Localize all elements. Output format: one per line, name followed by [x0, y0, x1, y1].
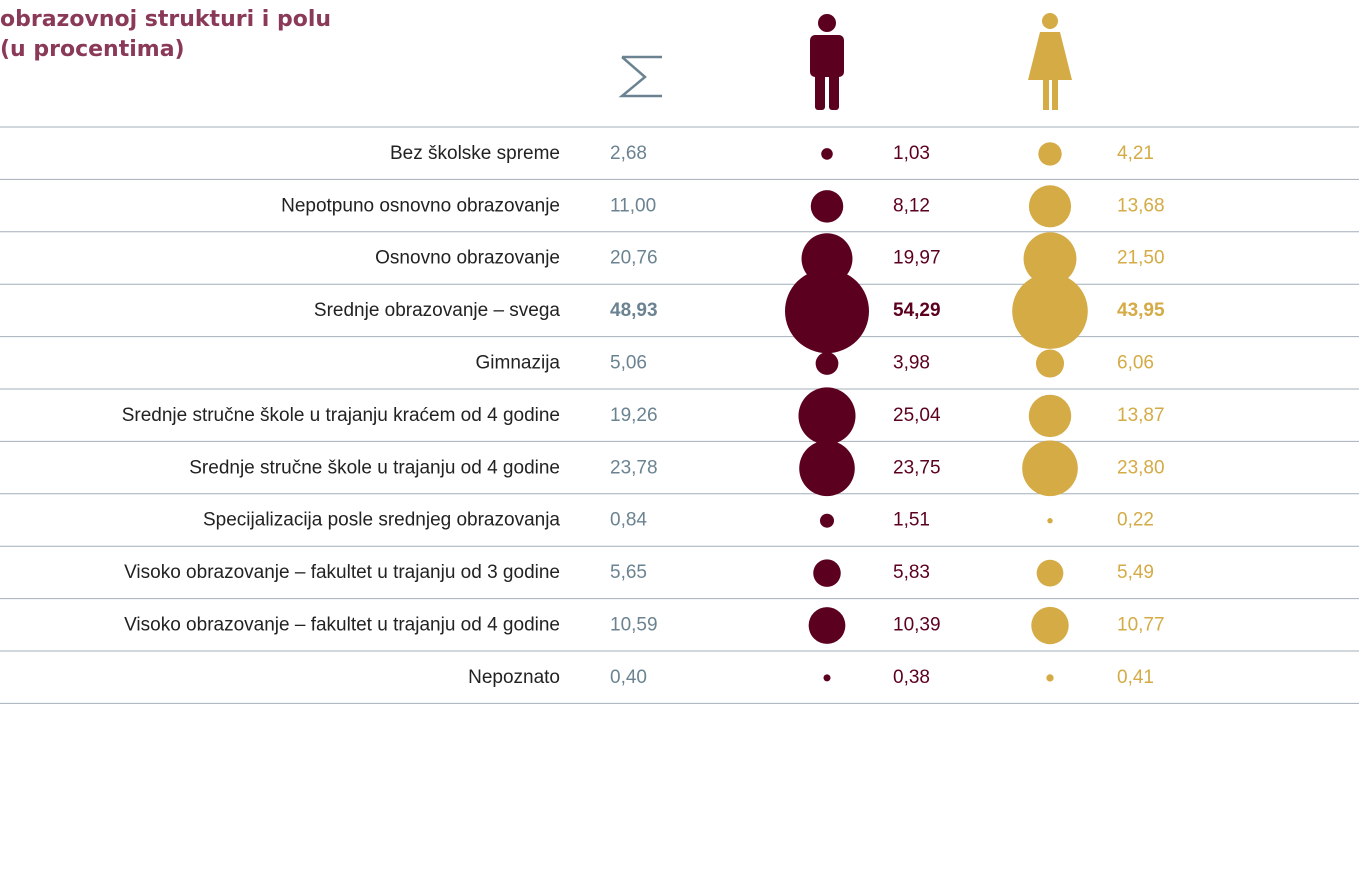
female-bubble [1047, 518, 1053, 524]
male-value: 0,38 [893, 667, 930, 688]
female-bubble [1038, 142, 1062, 166]
row-label: Srednje stručne škole u trajanju kraćem … [122, 405, 560, 426]
total-value: 10,59 [610, 615, 658, 636]
male-bubble [813, 559, 841, 587]
male-icon [810, 14, 844, 110]
female-bubble [1028, 394, 1072, 438]
male-value: 10,39 [893, 615, 941, 636]
male-value: 1,51 [893, 510, 930, 531]
row-label: Nepoznato [468, 667, 560, 688]
title-line: (u procentima) [0, 37, 185, 62]
female-value: 10,77 [1117, 615, 1165, 636]
female-bubble [1023, 232, 1077, 286]
row-label: Osnovno obrazovanje [375, 248, 560, 269]
female-value: 21,50 [1117, 248, 1165, 269]
female-value: 5,49 [1117, 562, 1154, 583]
male-value: 19,97 [893, 248, 941, 269]
female-value: 0,22 [1117, 510, 1154, 531]
total-value: 11,00 [610, 195, 656, 216]
female-bubble [1031, 606, 1069, 645]
male-bubble [808, 607, 846, 644]
total-value: 23,78 [610, 457, 658, 478]
total-value: 0,84 [610, 510, 647, 531]
male-value: 25,04 [893, 405, 941, 426]
female-value: 4,21 [1117, 143, 1154, 164]
male-value: 3,98 [893, 353, 930, 374]
male-bubble [815, 352, 839, 375]
female-value: 13,87 [1117, 405, 1165, 426]
row-label: Visoko obrazovanje – fakultet u trajanju… [124, 562, 560, 583]
total-value: 20,76 [610, 248, 658, 269]
male-value: 1,03 [893, 143, 930, 164]
female-value: 6,06 [1117, 353, 1154, 374]
female-value: 13,68 [1117, 195, 1165, 216]
total-value: 48,93 [610, 300, 658, 321]
row-label: Srednje stručne škole u trajanju od 4 go… [189, 457, 560, 478]
male-bubble [821, 148, 833, 160]
total-value: 19,26 [610, 405, 658, 426]
row-label: Specijalizacija posle srednjeg obrazovan… [203, 510, 560, 531]
row-label: Srednje obrazovanje – svega [314, 300, 561, 321]
female-bubble [1028, 185, 1072, 228]
total-value: 5,06 [610, 353, 647, 374]
male-value: 5,83 [893, 562, 930, 583]
female-value: 23,80 [1117, 457, 1165, 478]
male-value: 8,12 [893, 195, 930, 216]
male-bubble [798, 387, 856, 445]
female-bubble [1022, 440, 1078, 497]
female-bubble [1035, 349, 1065, 378]
male-bubble [799, 440, 855, 497]
female-bubble [1012, 273, 1088, 349]
male-bubble [823, 674, 831, 682]
row-label: Gimnazija [476, 353, 561, 374]
row-label: Visoko obrazovanje – fakultet u trajanju… [124, 615, 560, 636]
female-value: 43,95 [1117, 300, 1165, 321]
sigma-icon [618, 55, 662, 98]
title-line: obrazovnoj strukturi i polu [0, 7, 331, 32]
male-value: 54,29 [893, 300, 941, 321]
total-value: 5,65 [610, 562, 647, 583]
male-bubble [785, 269, 869, 354]
total-value: 0,40 [610, 667, 647, 688]
female-value: 0,41 [1117, 667, 1154, 688]
male-bubble [819, 513, 835, 528]
male-value: 23,75 [893, 457, 941, 478]
female-icon [1028, 13, 1072, 110]
female-bubble [1046, 674, 1054, 682]
female-bubble [1036, 559, 1064, 587]
total-value: 2,68 [610, 143, 647, 164]
row-label: Bez školske spreme [390, 143, 560, 164]
male-bubble [810, 190, 844, 223]
row-label: Nepotpuno osnovno obrazovanje [281, 195, 560, 216]
